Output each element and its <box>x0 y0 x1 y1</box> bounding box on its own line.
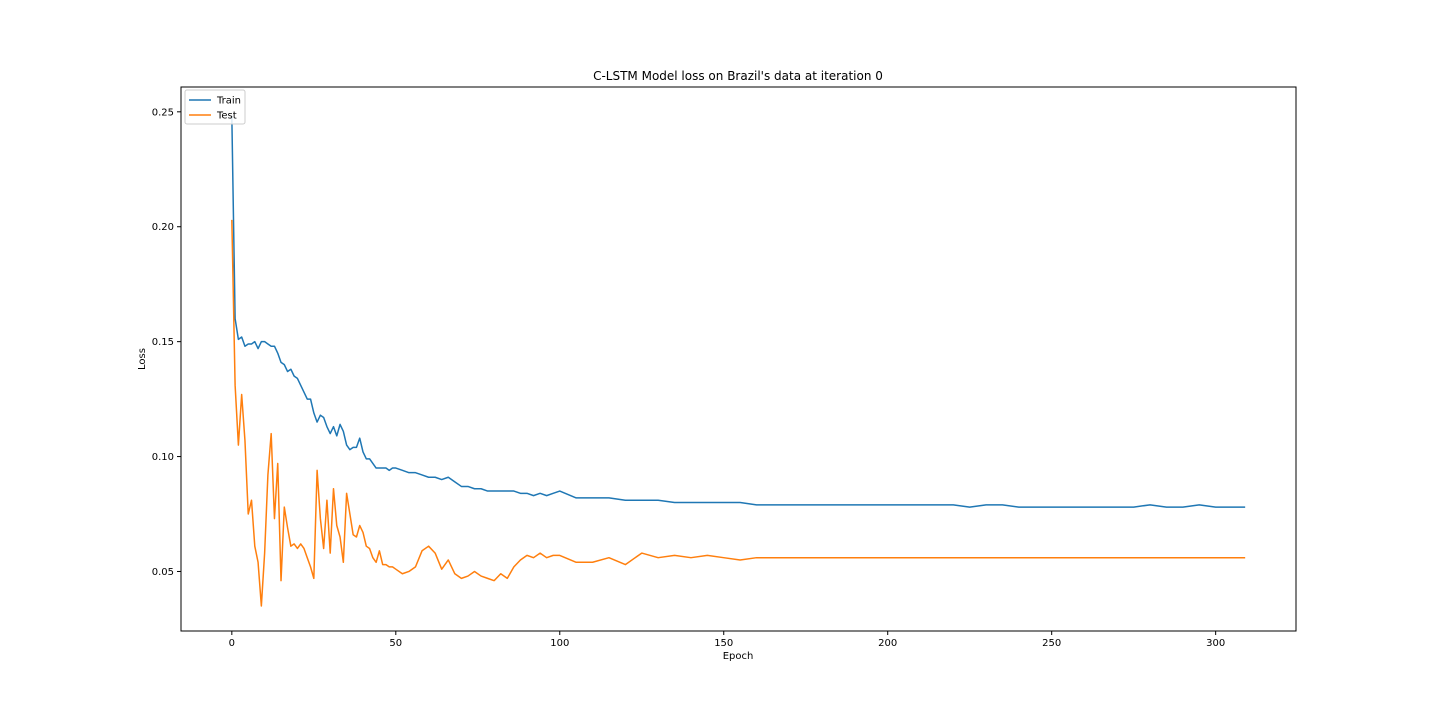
y-axis-label: Loss <box>137 348 148 370</box>
series-line-test <box>231 219 1246 607</box>
x-tick-label: 100 <box>550 638 569 649</box>
x-tick-label: 200 <box>878 638 897 649</box>
x-tick-label: 300 <box>1206 638 1225 649</box>
y-tick-label: 0.10 <box>152 452 174 463</box>
x-tick-label: 50 <box>389 638 402 649</box>
y-axis: 0.05 0.10 0.15 0.20 0.25 <box>152 107 181 578</box>
x-tick-label: 150 <box>714 638 733 649</box>
y-tick-label: 0.25 <box>152 107 174 118</box>
x-axis: 0 50 100 150 200 250 300 <box>229 631 1225 649</box>
x-tick-label: 0 <box>229 638 235 649</box>
y-tick-label: 0.20 <box>152 222 174 233</box>
x-axis-label: Epoch <box>723 651 754 662</box>
plot-frame <box>180 86 1297 632</box>
chart-title: C-LSTM Model loss on Brazil's data at it… <box>593 69 883 83</box>
y-tick-label: 0.15 <box>152 337 174 348</box>
x-tick-label: 250 <box>1042 638 1061 649</box>
legend-label-test: Test <box>216 111 237 122</box>
y-tick-label: 0.05 <box>152 567 174 578</box>
series-line-train <box>231 116 1246 508</box>
legend-label-train: Train <box>216 96 241 107</box>
legend: Train Test <box>184 89 246 125</box>
series-layer <box>231 116 1246 607</box>
